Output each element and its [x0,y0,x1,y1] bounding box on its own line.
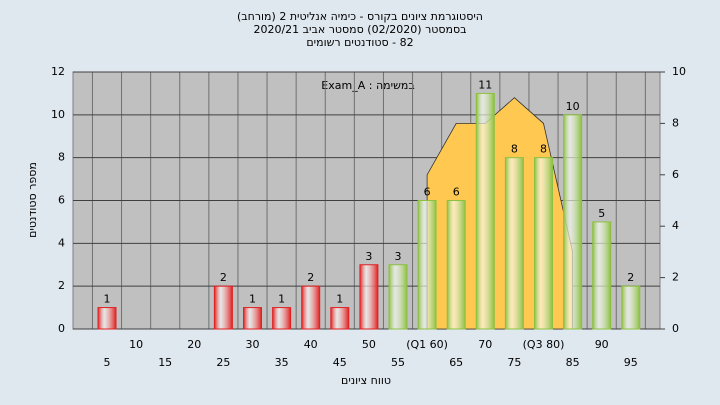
x-tick-label: 30 [246,338,260,351]
y2-tick-label: 8 [672,116,679,129]
y-tick-label: 8 [58,151,65,164]
data-label: 1 [336,293,343,306]
y-tick-label: 12 [51,65,65,78]
x-tick-label: (Q1 60) [406,338,448,351]
data-label: 2 [220,271,227,284]
y2-tick-label: 10 [672,65,686,78]
data-label: 2 [307,271,314,284]
x-tick-label: 15 [158,356,172,369]
bar [475,92,495,330]
y-tick-label: 2 [58,279,65,292]
bar [417,200,437,330]
bar [301,285,321,330]
data-label: 3 [395,250,402,263]
bar [213,285,233,330]
chart-subtitle: 82 - סטודנטים רשומים [306,36,413,49]
annotation: במשימה : Exam_A [321,79,414,92]
x-tick-label: 25 [216,356,230,369]
y2-tick-label: 6 [672,168,679,181]
bar [563,114,583,330]
x-tick-label: 50 [362,338,376,351]
x-tick-label: 90 [595,338,609,351]
x-tick-label: 85 [566,356,580,369]
x-tick-label: 5 [104,356,111,369]
y-tick-label: 6 [58,194,65,207]
x-tick-label: 70 [478,338,492,351]
chart-subtitle: בסמסטר (02/2020) סמסטר אביב 2020/21 [253,23,466,36]
y-tick-label: 0 [58,322,65,335]
y-tick-label: 10 [51,108,65,121]
x-axis-label: טווח ציונים [341,374,391,387]
x-tick-label: 95 [624,356,638,369]
bar [330,307,350,330]
data-label: 8 [540,143,547,156]
bar [504,157,524,330]
x-tick-label: 45 [333,356,347,369]
x-tick-label: 40 [304,338,318,351]
data-label: 8 [511,143,518,156]
y-tick-label: 4 [58,236,65,249]
y2-tick-label: 0 [672,322,679,335]
bar [97,307,117,330]
data-label: 1 [278,293,285,306]
x-tick-label: 55 [391,356,405,369]
data-label: 3 [365,250,372,263]
data-label: 10 [566,100,580,113]
y2-tick-label: 2 [672,271,679,284]
bar [446,200,466,330]
x-tick-label: 65 [449,356,463,369]
data-label: 5 [598,207,605,220]
x-tick-label: 20 [187,338,201,351]
data-label: 6 [453,186,460,199]
chart-title: היסטוגרמת ציונים בקורס - כימיה אנליטית 2… [237,10,483,23]
x-tick-label: 75 [507,356,521,369]
bar [621,285,641,330]
data-label: 2 [627,271,634,284]
data-label: 6 [424,186,431,199]
data-label: 1 [104,293,111,306]
bar [359,264,379,330]
y-axis-label: מספר סטודנטים [26,162,39,238]
x-tick-label: 10 [129,338,143,351]
bar [243,307,262,330]
data-label: 1 [249,293,256,306]
data-label: 11 [478,78,492,91]
x-tick-label: 35 [275,356,289,369]
bar [272,307,292,330]
bar [592,221,612,330]
bar [388,264,408,330]
x-tick-label: (Q3 80) [523,338,565,351]
y2-tick-label: 4 [672,219,679,232]
bar [534,157,553,330]
